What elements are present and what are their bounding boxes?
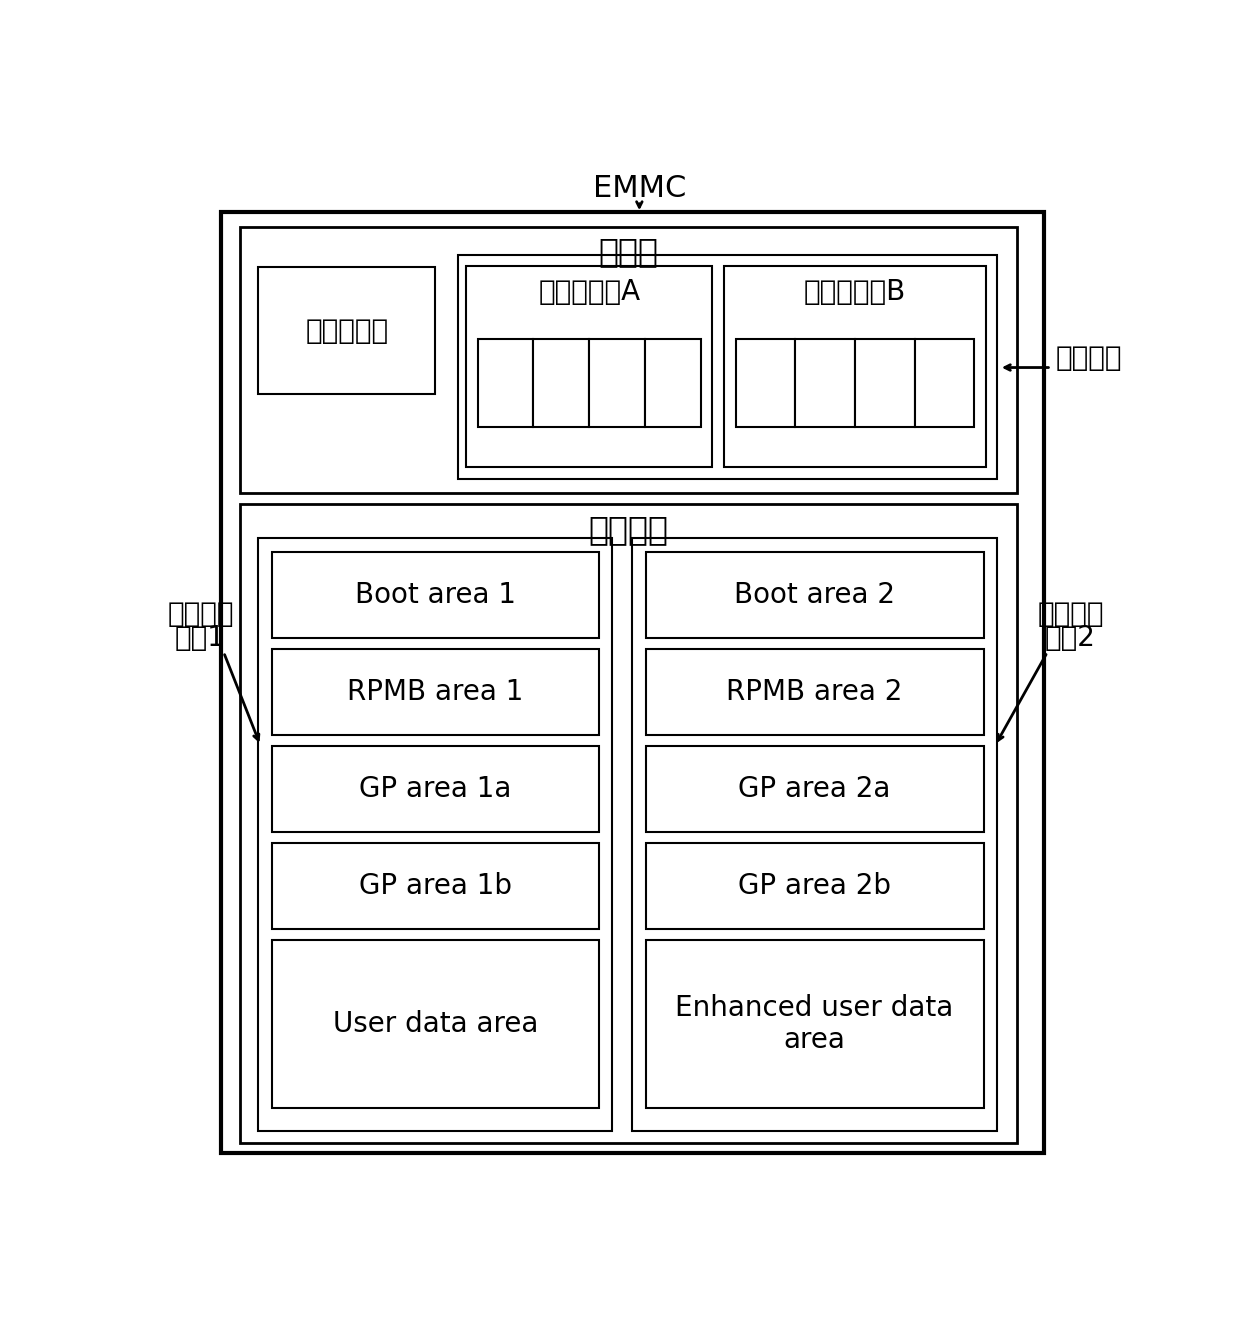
Bar [915,338,975,427]
Text: GP area 2a: GP area 2a [738,775,890,803]
Bar [466,265,713,467]
Bar [272,746,599,832]
Bar [533,338,589,427]
Text: 配置寄存器B: 配置寄存器B [804,279,906,307]
Bar [645,338,701,427]
Text: 系统操作: 系统操作 [167,600,233,628]
Text: 分区2: 分区2 [1045,624,1096,652]
Text: 寄存器组: 寄存器组 [1055,344,1122,373]
Bar [646,649,983,735]
Text: EMMC: EMMC [593,174,686,203]
Text: Boot area 1: Boot area 1 [355,581,516,609]
Bar [459,256,997,479]
Text: GP area 1b: GP area 1b [358,872,512,900]
Bar [646,552,983,638]
Bar [646,843,983,929]
Bar [241,504,1017,1144]
Text: 存储介质: 存储介质 [589,514,668,547]
Bar [241,227,1017,492]
Bar [735,338,795,427]
Text: User data area: User data area [332,1010,538,1038]
Text: Boot area 2: Boot area 2 [734,581,895,609]
Bar [631,537,997,1131]
Text: GP area 1a: GP area 1a [360,775,511,803]
Text: 控制器: 控制器 [599,235,658,268]
Text: 分区1: 分区1 [175,624,226,652]
Bar [272,649,599,735]
Bar [589,338,645,427]
Bar [646,940,983,1108]
Text: GP area 2b: GP area 2b [738,872,892,900]
Bar [724,265,986,467]
Text: 配置寄存器A: 配置寄存器A [538,279,640,307]
Text: RPMB area 1: RPMB area 1 [347,678,523,706]
Bar [477,338,533,427]
Bar [854,338,915,427]
Bar [272,940,599,1108]
Text: RPMB area 2: RPMB area 2 [727,678,903,706]
Bar [795,338,854,427]
Bar [221,211,1044,1153]
Bar [258,537,613,1131]
Bar [646,746,983,832]
Bar [272,552,599,638]
Bar [272,843,599,929]
Text: Enhanced user data
area: Enhanced user data area [676,994,954,1054]
Bar [258,267,435,394]
Text: 系统操作: 系统操作 [1038,600,1104,628]
Text: 分区寄存器: 分区寄存器 [305,317,388,345]
